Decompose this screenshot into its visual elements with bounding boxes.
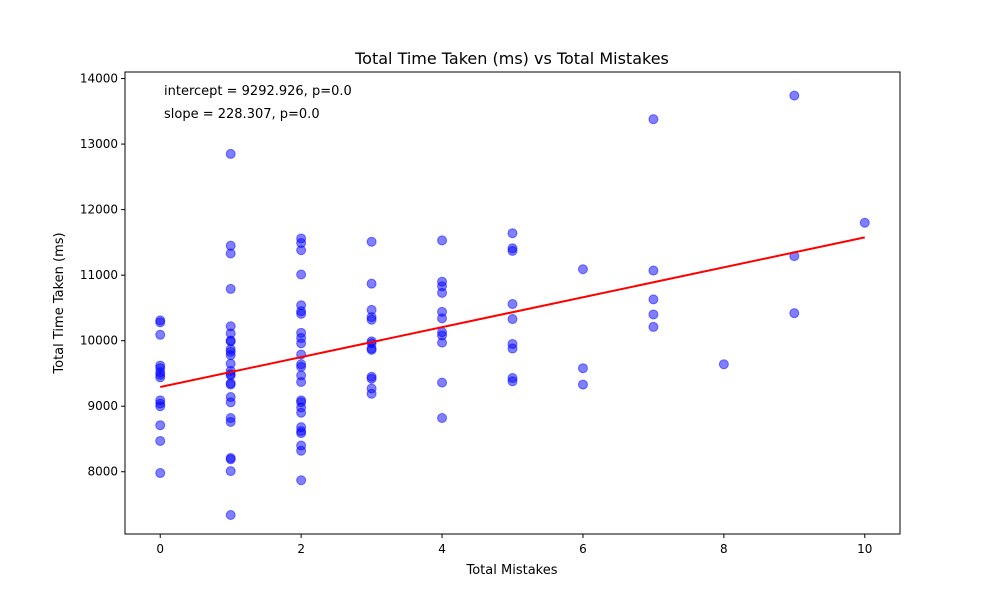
data-point [507,298,518,309]
y-tick-label: 11000 [80,268,118,282]
data-point [155,420,166,431]
data-point [155,372,166,383]
data-point [366,314,377,325]
data-point [366,388,377,399]
data-point [437,337,448,348]
data-point [225,148,236,159]
intercept-annotation: intercept = 9292.926, p=0.0 [164,84,352,99]
data-point [296,245,307,256]
data-point [577,379,588,390]
y-tick-label: 13000 [80,137,118,151]
data-point [577,363,588,374]
y-tick-label: 8000 [87,465,118,479]
data-point [296,407,307,418]
data-point [225,248,236,259]
data-point [507,245,518,256]
data-point [789,90,800,101]
data-point [225,397,236,408]
data-point [718,359,729,370]
data-point [296,269,307,280]
y-axis-label: Total Time Taken (ms) [52,232,67,374]
data-point [296,475,307,486]
regression-line [160,236,865,388]
y-tick-label: 10000 [80,334,118,348]
data-point [507,376,518,387]
x-axis-label: Total Mistakes [466,563,558,578]
x-tick-label: 8 [720,542,728,556]
data-point [366,278,377,289]
data-point [155,317,166,328]
data-point [648,294,659,305]
data-point [155,468,166,479]
data-point [507,343,518,354]
data-point [789,308,800,319]
data-point [437,313,448,324]
data-point [437,287,448,298]
data-point [296,445,307,456]
x-tick-label: 2 [297,542,305,556]
x-tick-label: 10 [857,542,872,556]
data-point [648,309,659,320]
data-point [437,377,448,388]
data-point [296,308,307,319]
data-point [437,235,448,246]
data-point [155,329,166,340]
data-point [225,466,236,477]
data-point [366,344,377,355]
data-point [225,509,236,520]
data-point [366,373,377,384]
y-axis-ticks: 8000 9000 10000 11000 12000 13000 14000 [80,72,125,479]
data-point [296,361,307,372]
data-point [507,228,518,239]
data-point [648,321,659,332]
x-tick-label: 4 [438,542,446,556]
y-tick-label: 14000 [80,72,118,86]
data-point [859,217,870,228]
data-point [155,435,166,446]
data-point [437,413,448,424]
data-point [648,265,659,276]
data-point [225,416,236,427]
data-point [296,338,307,349]
data-point [225,379,236,390]
data-point [225,350,236,361]
chart-title: Total Time Taken (ms) vs Total Mistakes [354,49,669,68]
data-point [507,314,518,325]
scatter-points [155,90,870,520]
data-point [225,283,236,294]
x-tick-label: 6 [579,542,587,556]
data-point [648,114,659,125]
data-point [296,428,307,439]
x-tick-label: 0 [156,542,164,556]
data-point [225,454,236,465]
plot-area [124,71,901,535]
data-point [577,264,588,275]
y-tick-label: 12000 [80,203,118,217]
y-tick-label: 9000 [87,399,118,413]
x-axis-ticks: 0 2 4 6 8 10 [156,534,872,556]
slope-annotation: slope = 228.307, p=0.0 [164,107,320,122]
data-point [296,376,307,387]
data-point [155,401,166,412]
data-point [366,236,377,247]
